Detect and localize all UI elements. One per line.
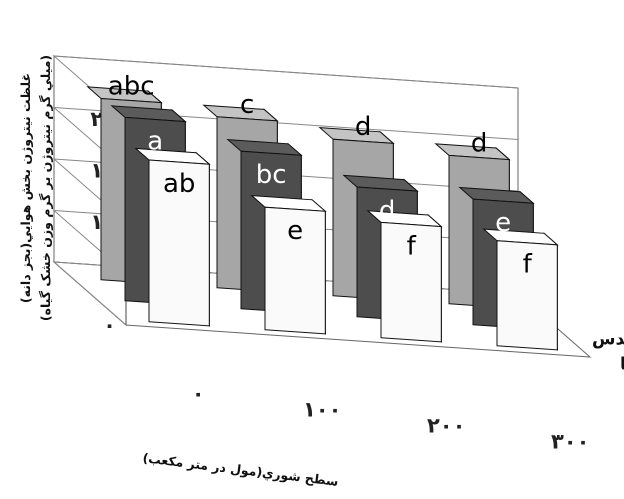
x-tick-label: ۱۰۰	[303, 398, 341, 422]
bar-front	[496, 240, 558, 351]
x-axis-ticks: ۰ ۱۰۰ ۲۰۰ ۳۰۰	[192, 382, 590, 454]
bar	[250, 194, 327, 335]
y-axis-title: غلظت نيتروژن بخش هوايي(بجز دانه)	[18, 73, 33, 303]
bar-significance-letter: d	[471, 128, 488, 158]
bar-significance-letter: f	[523, 250, 533, 280]
bar-front	[264, 206, 326, 335]
bar-front	[380, 221, 442, 343]
y-tick-label: ۰	[103, 313, 116, 337]
x-tick-label: ۳۰۰	[551, 430, 589, 454]
bar-significance-letter: abc	[108, 71, 155, 101]
bar-significance-letter: a	[147, 126, 163, 156]
bar-significance-letter: c	[240, 90, 254, 120]
bar-significance-letter: ab	[163, 169, 195, 199]
x-tick-label: ۰	[192, 382, 205, 406]
bar-significance-letter: bc	[256, 160, 287, 190]
bar	[366, 210, 443, 343]
legend-entry: خارچيا	[620, 355, 624, 375]
legend: قدسخارچياکراس روشن11	[592, 330, 624, 375]
legend-entry: قدس	[592, 330, 624, 350]
x-tick-label: ۲۰۰	[427, 414, 465, 438]
x-axis-title: سطح شوري(مول در متر مکعب)	[142, 450, 339, 489]
bars	[86, 86, 559, 351]
bar-significance-letter: f	[407, 231, 417, 261]
bar-significance-letter: d	[355, 112, 372, 142]
bar-front	[148, 159, 210, 327]
bar-significance-letter: e	[287, 216, 303, 246]
bar-significance-letter: e	[495, 208, 511, 238]
bar	[134, 147, 211, 327]
bar-significance-letter: d	[379, 196, 396, 226]
y-axis-subtitle: (ميلي گرم نيتروژن بر گرم وزن خشک گياه)	[38, 55, 54, 321]
bar	[482, 228, 559, 351]
